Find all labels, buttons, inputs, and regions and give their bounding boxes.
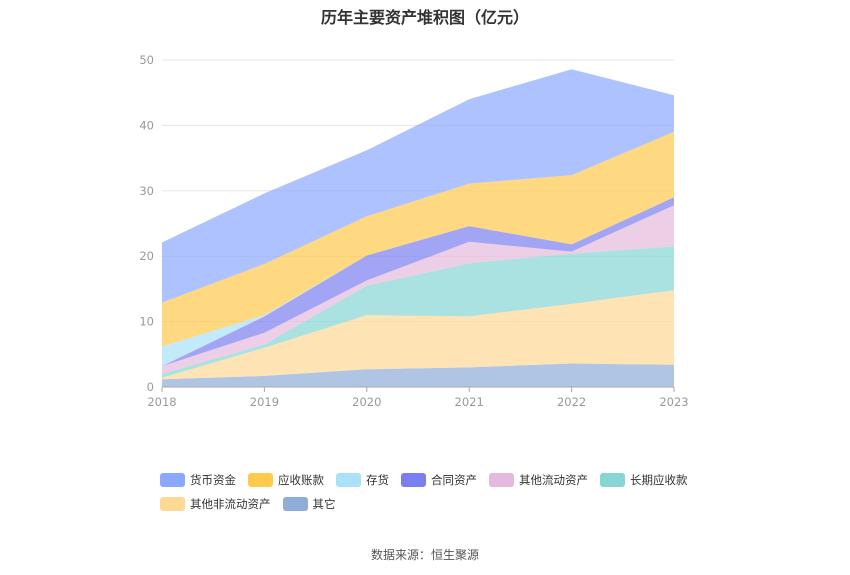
- y-tick-label: 10: [139, 315, 154, 329]
- x-tick-label: 2022: [557, 395, 586, 409]
- legend-item[interactable]: 其它: [282, 496, 336, 512]
- legend-swatch: [160, 473, 185, 487]
- y-tick-label: 20: [139, 249, 154, 263]
- legend-item[interactable]: 长期应收款: [600, 472, 688, 488]
- x-tick-label: 2021: [455, 395, 484, 409]
- legend-swatch: [600, 473, 625, 487]
- legend-label: 货币资金: [190, 473, 236, 487]
- legend-item[interactable]: 其他非流动资产: [160, 496, 271, 512]
- legend-label: 存货: [366, 473, 389, 487]
- area-其他非流动资产: [162, 290, 674, 380]
- x-tick-label: 2023: [659, 395, 688, 409]
- legend-swatch: [160, 497, 185, 511]
- area-series: [162, 69, 674, 387]
- legend: 货币资金 应收账款 存货 合同资产 其他流动资产 长期应收款其他非流动资产 其它: [160, 472, 720, 512]
- x-tick-label: 2018: [147, 395, 176, 409]
- legend-item[interactable]: 合同资产: [401, 472, 477, 488]
- area-货币资金: [162, 69, 674, 303]
- legend-swatch: [248, 473, 273, 487]
- axes: 0 10 20 30 40 50 2018 2019 2020 2021 2022 2023: [139, 53, 688, 409]
- chart-title: 历年主要资产堆积图（亿元）: [320, 8, 529, 27]
- area-合同资产: [162, 197, 674, 367]
- legend-label: 合同资产: [431, 473, 477, 487]
- x-tick-label: 2020: [352, 395, 381, 409]
- legend-label: 长期应收款: [630, 473, 688, 487]
- y-tick-label: 30: [139, 184, 154, 198]
- legend-swatch: [489, 473, 514, 487]
- legend-item[interactable]: 存货: [336, 472, 389, 488]
- legend-item[interactable]: 其他流动资产: [489, 472, 588, 488]
- y-tick-label: 50: [139, 53, 154, 67]
- area-其他流动资产: [162, 205, 674, 374]
- legend-label: 其他非流动资产: [190, 497, 271, 511]
- area-应收账款: [162, 131, 674, 347]
- source-note: 数据来源：恒生聚源: [370, 548, 479, 562]
- legend-label: 其他流动资产: [519, 473, 588, 487]
- legend-label: 应收账款: [278, 473, 324, 487]
- legend-swatch: [401, 473, 426, 487]
- legend-swatch: [336, 473, 361, 487]
- legend-swatch: [282, 497, 308, 511]
- area-长期应收款: [162, 246, 674, 378]
- legend-item[interactable]: 货币资金: [160, 472, 236, 488]
- legend-label: 其它: [312, 497, 336, 511]
- y-tick-label: 0: [147, 380, 154, 394]
- y-tick-label: 40: [139, 118, 154, 132]
- area-其它: [162, 363, 674, 387]
- x-tick-label: 2019: [250, 395, 279, 409]
- legend-item[interactable]: 应收账款: [248, 472, 324, 488]
